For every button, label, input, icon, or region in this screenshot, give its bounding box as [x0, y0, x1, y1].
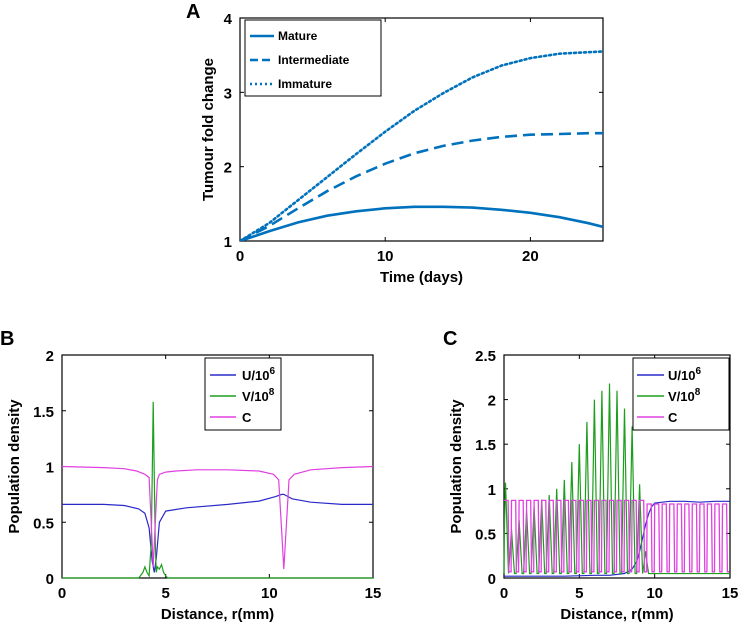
panel-A: 0 10 20 1 2 3 4 Time (days) Tumour fold change Ma… — [200, 11, 604, 286]
y-axis-label: Population density — [448, 399, 465, 534]
panel-letter: A — [186, 1, 200, 23]
legend-label: U/106 — [668, 366, 701, 383]
x-tick-label: 10 — [646, 585, 663, 602]
y-tick-label: 1.5 — [475, 437, 496, 454]
x-tick-label: 10 — [377, 248, 394, 265]
legend-label: Immature — [278, 77, 332, 91]
y-tick-label: 1 — [46, 460, 54, 477]
x-tick-label: 5 — [161, 585, 169, 602]
legend-label: C — [668, 410, 678, 425]
x-tick-label: 10 — [261, 585, 278, 602]
series-line-c — [504, 499, 730, 573]
series-line-immature — [240, 50, 603, 241]
plot-frame — [503, 354, 731, 579]
panel-C: 0 5 10 15 0 0.5 1 1.5 2 2.5 Distance, r(mm) Populat… — [448, 348, 738, 623]
legend-label: V/108 — [242, 387, 275, 404]
plot-frame — [239, 17, 604, 242]
legend: U/106 V/108 C — [204, 357, 282, 431]
legend-label: Intermediate — [278, 53, 350, 67]
y-tick-label: 2 — [224, 160, 232, 177]
series-line-mature — [240, 205, 603, 241]
panel-B: 0 5 10 15 0 0.5 1 1.5 2 Distance, r(mm) Population… — [6, 348, 381, 623]
legend-label: C — [242, 410, 252, 425]
y-tick-label: 2.5 — [475, 348, 496, 365]
y-tick-label: 0 — [488, 571, 496, 588]
y-tick-label: 1 — [488, 482, 496, 499]
y-tick-label: 1 — [224, 234, 232, 251]
x-axis-label: Time (days) — [380, 269, 463, 286]
x-tick-label: 20 — [522, 248, 539, 265]
y-tick-label: 0 — [46, 571, 54, 588]
legend-label: U/106 — [242, 366, 275, 383]
panel-letter: C — [443, 328, 457, 350]
series-line-v10 — [62, 401, 373, 579]
y-axis-label: Tumour fold change — [200, 58, 217, 201]
series-line-u10 — [62, 493, 373, 573]
x-tick-label: 15 — [722, 585, 739, 602]
x-tick-label: 0 — [500, 585, 508, 602]
series-line-intermediate — [240, 131, 603, 241]
x-tick-label: 0 — [236, 248, 244, 265]
y-tick-label: 3 — [224, 85, 232, 102]
legend-label: Mature — [278, 29, 318, 43]
legend-box — [204, 357, 282, 431]
series-line-v — [503, 383, 731, 575]
legend-box — [632, 357, 730, 431]
y-tick-label: 4 — [224, 11, 233, 28]
legend: U/106 V/108 C — [632, 357, 730, 431]
x-tick-label: 0 — [58, 585, 66, 602]
legend-box — [244, 19, 382, 97]
x-tick-label: 5 — [575, 585, 583, 602]
y-tick-label: 0.5 — [33, 515, 54, 532]
legend: Mature Intermediate Immature — [244, 19, 382, 97]
x-tick-label: 15 — [365, 585, 382, 602]
panel-letter: B — [0, 328, 14, 350]
y-axis-label: Population density — [6, 399, 23, 534]
x-axis-label: Distance, r(mm) — [560, 606, 673, 623]
legend-label: V/108 — [668, 387, 701, 404]
y-tick-label: 2 — [488, 393, 496, 410]
x-axis-label: Distance, r(mm) — [161, 606, 274, 623]
y-tick-label: 0.5 — [475, 526, 496, 543]
y-tick-label: 1.5 — [33, 404, 54, 421]
y-tick-label: 2 — [46, 348, 54, 365]
series-line-c — [61, 465, 374, 570]
